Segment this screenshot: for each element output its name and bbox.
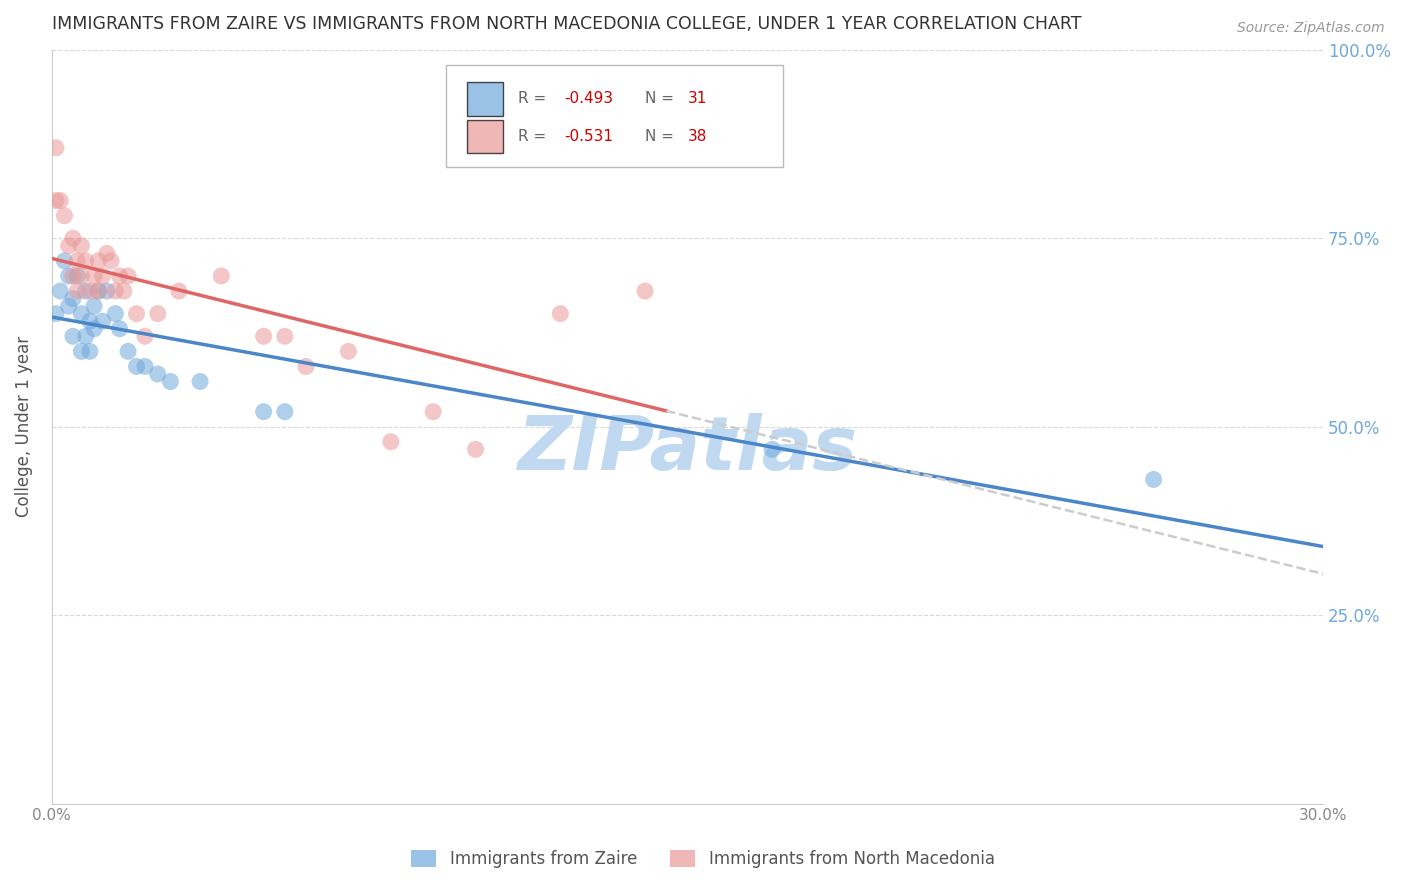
Point [167,284,190,298]
Point [83,299,105,313]
FancyBboxPatch shape [467,120,503,153]
Point [58,239,80,253]
Point [53,209,76,223]
Point [45,141,67,155]
Point [274,404,297,418]
Point [75,329,97,343]
Point [295,359,318,374]
Point [104,307,127,321]
FancyBboxPatch shape [467,82,503,116]
Point [49,284,72,298]
Point [87,253,110,268]
Point [117,268,139,283]
Point [70,268,93,283]
Point [104,284,127,298]
Text: N =: N = [645,129,679,144]
Point [464,442,486,457]
Text: Source: ZipAtlas.com: Source: ZipAtlas.com [1237,21,1385,35]
Point [62,231,84,245]
Point [274,329,297,343]
Text: ZIPatlas: ZIPatlas [517,413,858,486]
Point [91,314,114,328]
Point [134,359,156,374]
Point [58,299,80,313]
Point [253,404,276,418]
Point [125,359,148,374]
Point [79,284,101,298]
Point [45,307,67,321]
Point [761,442,783,457]
Point [79,344,101,359]
Point [134,329,156,343]
Point [75,253,97,268]
Text: N =: N = [645,91,679,106]
Text: IMMIGRANTS FROM ZAIRE VS IMMIGRANTS FROM NORTH MACEDONIA COLLEGE, UNDER 1 YEAR C: IMMIGRANTS FROM ZAIRE VS IMMIGRANTS FROM… [52,15,1081,33]
Text: -0.493: -0.493 [564,91,613,106]
Point [380,434,402,449]
Point [108,268,131,283]
Point [253,329,276,343]
Point [209,268,232,283]
Point [100,253,122,268]
Point [87,284,110,298]
Point [188,375,211,389]
Point [146,367,169,381]
Text: 38: 38 [688,129,707,144]
Point [337,344,360,359]
Text: -0.531: -0.531 [564,129,613,144]
Point [70,344,93,359]
Point [53,253,76,268]
Text: R =: R = [519,91,551,106]
Point [125,307,148,321]
Point [45,194,67,208]
FancyBboxPatch shape [446,65,783,167]
Point [422,404,444,418]
Point [62,268,84,283]
Point [159,375,181,389]
Point [117,344,139,359]
Point [49,194,72,208]
Point [75,284,97,298]
Point [108,322,131,336]
Point [66,268,89,283]
Legend: Immigrants from Zaire, Immigrants from North Macedonia: Immigrants from Zaire, Immigrants from N… [405,843,1001,875]
Point [91,268,114,283]
Point [634,284,657,298]
Point [66,253,89,268]
Point [79,314,101,328]
Point [1142,473,1164,487]
Point [96,246,118,260]
Text: 31: 31 [688,91,707,106]
Point [70,239,93,253]
Point [62,329,84,343]
Point [87,284,110,298]
Y-axis label: College, Under 1 year: College, Under 1 year [15,336,32,517]
Point [550,307,572,321]
Point [62,292,84,306]
Point [146,307,169,321]
Point [70,307,93,321]
Text: R =: R = [519,129,551,144]
Point [96,284,118,298]
Point [83,322,105,336]
Point [58,268,80,283]
Point [66,284,89,298]
Point [112,284,135,298]
Point [83,268,105,283]
